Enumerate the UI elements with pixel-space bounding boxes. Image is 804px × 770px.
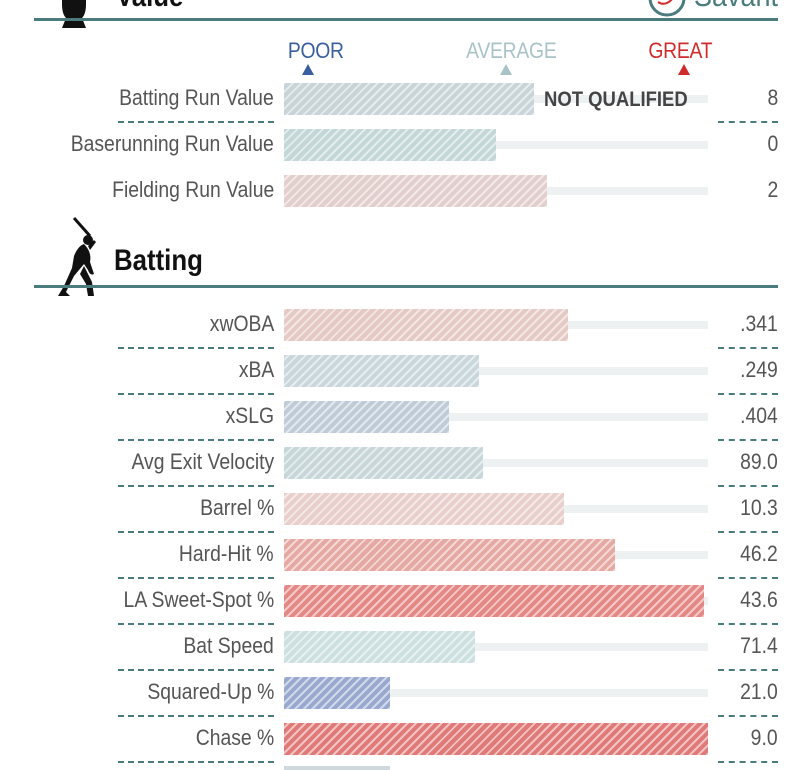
percentile-bar [284, 129, 496, 161]
row-divider-right [718, 761, 778, 763]
scale-poor-label: POOR [287, 38, 344, 63]
baseball-icon [648, 0, 686, 17]
next-row-bar-partial [284, 766, 390, 770]
value-section-rule [34, 18, 778, 21]
percentile-bar [284, 677, 390, 709]
row-divider-left [118, 761, 274, 763]
percentile-bar [284, 355, 479, 387]
row-divider-left [118, 623, 274, 625]
percentile-bar [284, 539, 615, 571]
percentile-bar [284, 493, 564, 525]
metric-value: 71.4 [740, 633, 778, 658]
row-divider-right [718, 485, 778, 487]
scale-great-label: GREAT [648, 38, 713, 63]
percentile-track [284, 643, 708, 651]
not-qualified-note: NOT QUALIFIED [544, 88, 688, 111]
metric-label: Squared-Up % [147, 679, 274, 704]
metric-label: Chase % [195, 725, 274, 750]
percentile-bar [284, 723, 708, 755]
metric-label: xBA [238, 357, 274, 382]
metric-value: 0 [767, 131, 778, 156]
metric-label: Batting Run Value [119, 85, 274, 110]
metric-label: Baserunning Run Value [70, 131, 274, 156]
savant-logo[interactable]: Savant [648, 0, 788, 18]
metric-value: 46.2 [740, 541, 778, 566]
average-triangle-icon [500, 64, 512, 75]
value-section-title: Value [116, 0, 183, 14]
metric-label: Barrel % [199, 495, 274, 520]
row-divider-right [718, 439, 778, 441]
percentile-bar [284, 83, 534, 115]
metric-label: Bat Speed [183, 633, 274, 658]
row-divider-left [118, 439, 274, 441]
percentile-bar [284, 585, 704, 617]
row-divider-right [718, 715, 778, 717]
row-divider-right [718, 347, 778, 349]
row-divider-left [118, 531, 274, 533]
percentile-bar [284, 401, 449, 433]
row-divider-left [118, 347, 274, 349]
row-divider-left [118, 485, 274, 487]
row-divider-right [718, 577, 778, 579]
metric-value: 89.0 [740, 449, 778, 474]
percentile-track [284, 459, 708, 467]
metric-value: 10.3 [740, 495, 778, 520]
metric-value: 9.0 [751, 725, 778, 750]
percentile-track [284, 141, 708, 149]
row-divider-left [118, 393, 274, 395]
batting-section-rule [34, 285, 778, 288]
row-divider-right [718, 623, 778, 625]
row-divider-left [118, 669, 274, 671]
percentile-bar [284, 631, 475, 663]
metric-value: .249 [740, 357, 778, 382]
metric-label: Hard-Hit % [179, 541, 274, 566]
percentile-bar [284, 309, 568, 341]
row-divider-left [118, 121, 274, 123]
great-triangle-icon [678, 64, 690, 75]
metric-label: xSLG [225, 403, 274, 428]
row-divider-right [718, 121, 778, 123]
metric-value: .341 [740, 311, 778, 336]
metric-value: 21.0 [740, 679, 778, 704]
row-divider-right [718, 531, 778, 533]
metric-label: Fielding Run Value [111, 177, 274, 202]
row-divider-left [118, 715, 274, 717]
row-divider-left [118, 577, 274, 579]
percentile-track [284, 367, 708, 375]
batter-silhouette-icon [58, 217, 96, 296]
row-divider-right [718, 393, 778, 395]
trophy-icon [62, 0, 86, 28]
metric-value: 43.6 [740, 587, 778, 612]
metric-label: xwOBA [209, 311, 274, 336]
metric-value: .404 [740, 403, 778, 428]
percentile-bar [284, 447, 483, 479]
percentile-track [284, 413, 708, 421]
metric-value: 8 [767, 85, 778, 110]
metric-label: LA Sweet-Spot % [123, 587, 274, 612]
scale-average-label: AVERAGE [466, 38, 557, 63]
percentile-track [284, 689, 708, 697]
batting-section-title: Batting [114, 244, 203, 277]
metric-label: Avg Exit Velocity [131, 449, 274, 474]
brand-text: Savant [694, 0, 778, 14]
metric-value: 2 [767, 177, 778, 202]
row-divider-right [718, 669, 778, 671]
poor-triangle-icon [302, 64, 314, 75]
percentile-bar [284, 175, 547, 207]
